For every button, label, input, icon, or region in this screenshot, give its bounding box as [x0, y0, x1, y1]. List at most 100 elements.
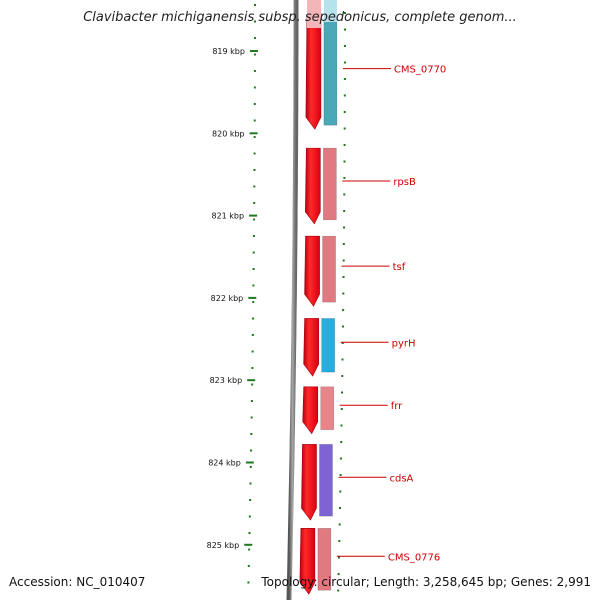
ruler-tick-label: 824 kbp — [208, 459, 241, 468]
ruler-minor-tick — [343, 210, 346, 212]
ruler-minor-tick — [343, 160, 346, 163]
ruler-minor-tick — [343, 111, 346, 113]
ruler-minor-tick — [253, 185, 256, 188]
ruler-minor-tick — [253, 202, 256, 204]
ruler-minor-tick — [252, 251, 255, 254]
ruler-minor-tick — [253, 20, 256, 23]
ruler-tick-label: 819 kbp — [212, 47, 245, 56]
gene-label-cms_0776: CMS_0776 — [388, 552, 440, 563]
ruler-minor-tick — [340, 441, 343, 443]
gene-arrow-partial — [307, 0, 321, 28]
ruler-minor-tick — [249, 499, 252, 501]
ruler-minor-tick — [343, 226, 346, 229]
ruler-minor-tick — [252, 301, 255, 303]
ruler-minor-tick — [341, 391, 344, 394]
gene-feature-partial — [324, 0, 337, 22]
ruler-minor-tick — [253, 70, 256, 72]
gene-label-cms_0770: CMS_0770 — [394, 65, 446, 76]
gene-arrow-tsf — [304, 235, 320, 307]
ruler-major-tick — [249, 50, 258, 52]
gene-arrow-cms_0776 — [299, 528, 316, 595]
gene-label-tsf: tsf — [393, 262, 406, 273]
ruler-minor-tick — [253, 86, 256, 89]
gene-track — [299, 0, 338, 595]
ruler-minor-tick — [252, 284, 255, 287]
ruler-minor-tick — [249, 466, 252, 468]
ruler-minor-tick — [252, 235, 255, 237]
ruler-tick-label: 825 kbp — [207, 541, 240, 550]
ruler-minor-tick — [337, 556, 340, 559]
gene-label-cdsa: cdsA — [389, 473, 413, 484]
ruler-major-tick — [245, 461, 254, 464]
ruler-minor-tick — [342, 259, 345, 262]
ruler-tick-label: 822 kbp — [211, 294, 244, 303]
ruler-minor-tick — [339, 457, 342, 460]
ruler-minor-tick — [341, 375, 344, 377]
ruler-minor-tick — [343, 144, 346, 146]
gene-feature-rpsb — [323, 147, 337, 221]
ruler-minor-tick — [341, 325, 344, 328]
ruler-minor-tick — [252, 317, 255, 320]
gene-arrow-pyrh — [303, 318, 319, 377]
ruler-minor-tick — [253, 4, 256, 6]
gene-arrow-frr — [302, 386, 319, 435]
gene-feature-tsf — [322, 235, 336, 303]
ruler-minor-tick — [337, 589, 340, 592]
ruler-minor-tick — [343, 28, 346, 31]
ruler-minor-tick — [343, 177, 346, 179]
ruler-minor-tick — [340, 424, 343, 427]
genome-title: Clavibacter michiganensis subsp. sepedon… — [83, 10, 517, 25]
ruler-minor-tick — [342, 309, 345, 311]
ruler-minor-tick — [251, 367, 254, 369]
ruler-major-tick — [249, 214, 258, 217]
ruler-minor-tick — [247, 565, 250, 567]
ruler-minor-tick — [343, 127, 346, 130]
ruler-minor-tick — [343, 12, 346, 14]
ruler-minor-tick — [340, 408, 343, 410]
ruler-major-tick — [244, 543, 253, 546]
ruler-minor-tick — [343, 45, 346, 47]
ruler-minor-tick — [253, 136, 256, 138]
ruler-minor-tick — [248, 548, 251, 551]
ruler-minor-tick — [251, 383, 254, 386]
gene-feature-cdsa — [319, 444, 333, 517]
ruler-minor-tick — [253, 53, 256, 56]
ruler-minor-tick — [342, 276, 345, 278]
ruler-minor-tick — [338, 540, 341, 542]
ruler-minor-tick — [342, 243, 345, 245]
ruler-minor-tick — [250, 449, 253, 452]
ruler-minor-tick — [248, 532, 251, 534]
ruler-minor-tick — [343, 193, 346, 196]
ruler-tick-label: 823 kbp — [210, 376, 243, 385]
ruler-major-tick — [249, 132, 258, 135]
ruler-tick-label: 821 kbp — [211, 212, 244, 221]
gene-feature-cms_0776 — [317, 528, 332, 591]
ruler-minor-tick — [343, 61, 346, 64]
ruler-major-tick — [248, 296, 257, 299]
gene-label-frr: frr — [391, 401, 403, 412]
gene-label-pyrh: pyrH — [392, 338, 416, 349]
accession-text: Accession: NC_010407 — [9, 575, 146, 589]
ruler-minor-tick — [253, 218, 256, 221]
topology-summary: Topology: circular; Length: 3,258,645 bp… — [261, 575, 591, 589]
ruler-minor-tick — [341, 358, 344, 361]
ruler-minor-tick — [338, 523, 341, 526]
gene-arrow-cdsa — [301, 444, 317, 521]
gene-arrow-cms_0770 — [305, 17, 322, 130]
ruler-minor-tick — [250, 416, 253, 419]
ruler-minor-tick — [249, 482, 252, 485]
genome-backbone — [286, 0, 299, 600]
ruler-minor-tick — [250, 433, 253, 435]
ruler-minor-tick — [253, 103, 256, 105]
ruler-minor-tick — [247, 581, 250, 584]
gene-feature-cms_0770 — [323, 17, 338, 126]
ruler-minor-tick — [339, 474, 342, 476]
ruler-minor-tick — [252, 268, 255, 270]
ruler-minor-tick — [250, 400, 253, 402]
ruler-minor-tick — [339, 507, 342, 509]
gene-labels: CMS_0770 rpsB tsf pyrH frr cdsA CMS_0776 — [336, 65, 446, 563]
ruler-minor-tick — [253, 37, 256, 39]
ruler-minor-tick — [253, 119, 256, 122]
ruler-minor-tick — [342, 292, 345, 295]
